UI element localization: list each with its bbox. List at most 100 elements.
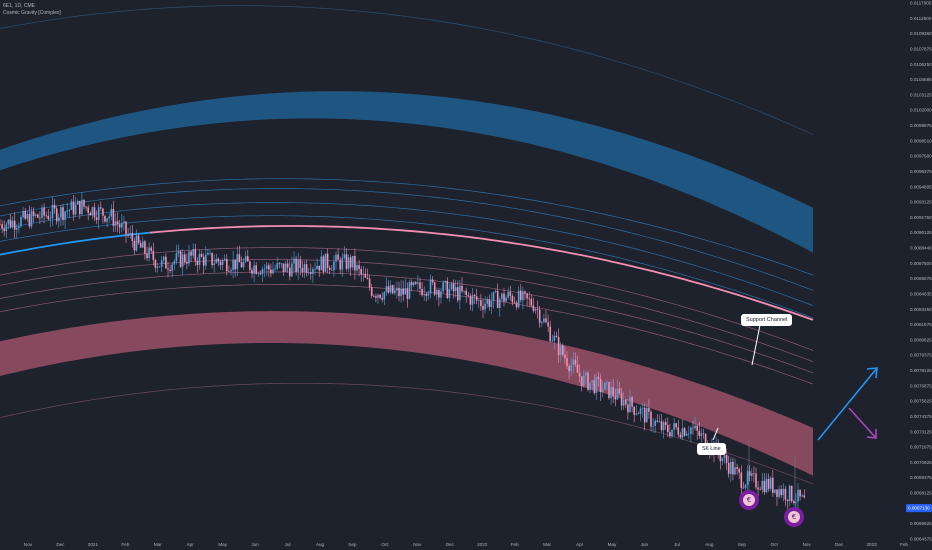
candle-body xyxy=(312,269,314,274)
indicator-title: Cosmic Gravity [Complex] xyxy=(3,10,61,16)
candle-body xyxy=(801,495,803,497)
candle-body xyxy=(22,211,24,218)
candle-body xyxy=(555,335,558,337)
candle-body xyxy=(337,254,339,260)
candle-body xyxy=(100,207,102,209)
candle-body xyxy=(612,387,614,397)
candle-body xyxy=(574,359,577,365)
candle-body xyxy=(47,215,50,220)
candle-body xyxy=(43,207,45,216)
candle-body xyxy=(370,287,373,296)
candle-body xyxy=(757,487,759,490)
candle-body xyxy=(683,428,686,436)
candle-body xyxy=(284,263,287,272)
guide-line-2 xyxy=(0,188,814,291)
candle-body xyxy=(156,266,159,268)
candle-body xyxy=(354,256,356,271)
s6-line-annotation[interactable]: S6 Line xyxy=(697,443,726,455)
support-channel-annotation[interactable]: Support Channel xyxy=(741,314,793,326)
candle-body xyxy=(373,295,375,297)
candle-body xyxy=(297,259,299,272)
time-tick-label: Nov xyxy=(803,542,812,547)
candle-body xyxy=(276,263,278,269)
candle-body xyxy=(345,254,348,269)
guide-line-1 xyxy=(0,178,814,276)
candle-body xyxy=(171,264,173,271)
price-tick-label: 0.0088440 xyxy=(910,246,932,251)
candle-body xyxy=(658,421,661,422)
candle-body xyxy=(650,411,652,427)
candle-body xyxy=(104,215,106,222)
candle-body xyxy=(74,204,77,215)
time-tick-label: Oct xyxy=(771,542,779,547)
candle-body xyxy=(51,204,54,219)
price-tick-label: 0.0106250 xyxy=(910,62,932,67)
candle-body xyxy=(196,260,199,265)
candle-body xyxy=(89,212,92,216)
event-badge-1[interactable]: € xyxy=(739,490,759,510)
candle-body xyxy=(326,253,329,268)
arrow-up xyxy=(817,367,878,441)
candle-body xyxy=(209,252,211,254)
time-axis: Nov Dec 2021 Feb Mar Apr May Jun Jul Aug Sep Oct Nov… xyxy=(24,542,908,547)
candle-body xyxy=(643,407,646,423)
candle-body xyxy=(85,206,87,208)
candle-body xyxy=(173,261,176,265)
candle-body xyxy=(576,364,579,373)
candle-body xyxy=(755,473,757,488)
candle-body xyxy=(772,477,774,493)
candle-body xyxy=(528,298,530,299)
candle-body xyxy=(415,282,417,284)
candle-body xyxy=(165,256,167,269)
candle-body xyxy=(578,372,581,377)
candle-body xyxy=(34,214,37,216)
candle-body xyxy=(26,214,29,219)
candle-body xyxy=(748,471,751,476)
candle-body xyxy=(396,287,398,291)
candle-body xyxy=(452,283,455,292)
candle-body xyxy=(39,217,41,219)
candle-body xyxy=(482,306,484,310)
price-tick-label: 0.0078125 xyxy=(910,368,932,373)
candle-body xyxy=(618,388,621,394)
candle-body xyxy=(301,267,304,273)
candle-body xyxy=(163,256,165,261)
candle-body xyxy=(142,241,144,248)
candle-body xyxy=(234,259,236,270)
candle-body xyxy=(121,222,123,228)
candle-body xyxy=(194,249,197,261)
candle-body xyxy=(654,420,656,426)
candle-body xyxy=(410,282,413,286)
candle-body xyxy=(667,425,669,433)
candle-body xyxy=(681,428,684,438)
candle-body xyxy=(461,285,463,292)
candle-body xyxy=(480,300,482,307)
candle-body xyxy=(444,281,446,283)
candle-body xyxy=(238,254,241,263)
candle-body xyxy=(299,259,302,268)
candle-body xyxy=(68,209,71,211)
event-badge-2[interactable]: € xyxy=(784,507,804,527)
candle-body xyxy=(3,228,5,232)
candle-body xyxy=(635,413,638,415)
candle-body xyxy=(394,290,396,294)
candle-body xyxy=(316,265,318,269)
candle-body xyxy=(263,268,266,270)
candle-body xyxy=(219,261,222,265)
guide-line-7 xyxy=(0,271,814,374)
candle-body xyxy=(81,199,83,215)
time-tick-label: 2022 xyxy=(477,542,488,547)
candle-body xyxy=(295,258,297,272)
candle-body xyxy=(490,301,493,307)
candle-body xyxy=(49,218,52,220)
candle-body xyxy=(242,261,245,268)
candle-body xyxy=(360,268,362,275)
price-tick-label: 0.0084635 xyxy=(910,292,932,297)
candle-body xyxy=(0,224,1,225)
price-axis: 0.0117005 0.0112500 0.0109360 0.0107875 0.01… xyxy=(906,1,932,542)
candle-body xyxy=(499,299,501,308)
candle-body xyxy=(150,247,152,251)
candle-body xyxy=(139,243,142,248)
candle-body xyxy=(601,389,604,392)
